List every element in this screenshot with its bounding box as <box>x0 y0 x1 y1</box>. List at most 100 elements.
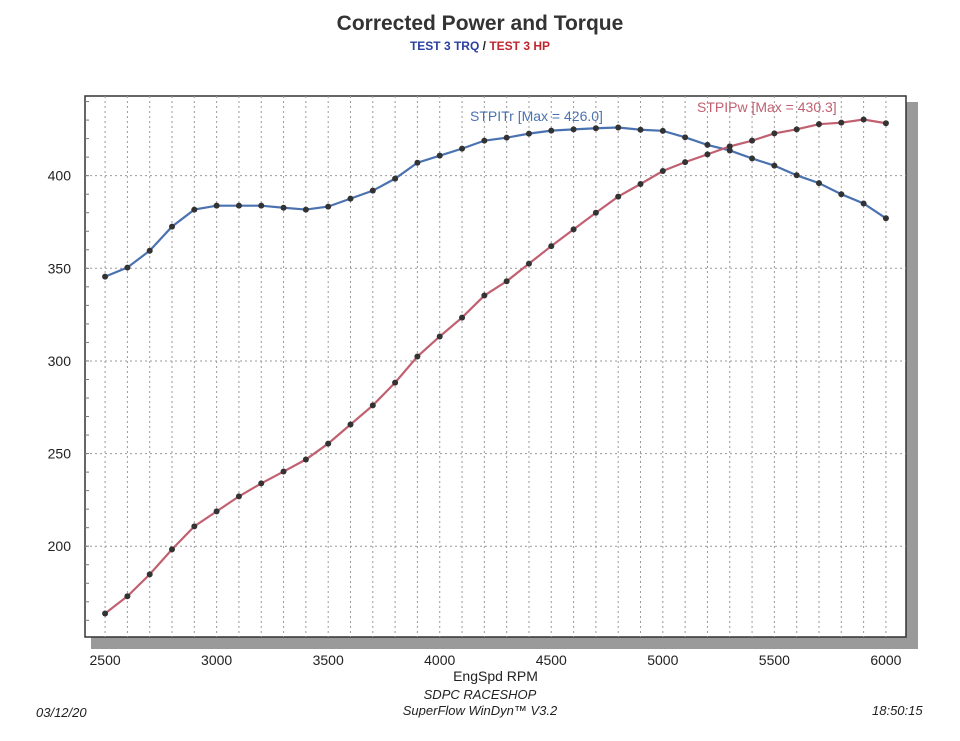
data-point-torque <box>637 126 644 133</box>
data-point-power <box>369 402 376 409</box>
data-point-torque <box>525 130 532 137</box>
data-point-power <box>570 226 577 233</box>
x-tick-label: 4500 <box>536 652 567 668</box>
data-point-power <box>258 480 265 487</box>
y-tick-label: 400 <box>48 168 72 184</box>
data-point-torque <box>749 155 756 162</box>
x-tick-label: 2500 <box>90 652 121 668</box>
data-point-power <box>771 130 778 137</box>
data-point-torque <box>347 195 354 202</box>
subtitle-torque: TEST 3 TRQ <box>409 39 480 53</box>
data-point-torque <box>659 127 666 134</box>
data-point-torque <box>793 172 800 179</box>
data-point-power <box>302 456 309 463</box>
data-point-power <box>325 440 332 447</box>
data-point-power <box>793 126 800 133</box>
data-point-power <box>436 333 443 340</box>
data-point-torque <box>124 264 131 271</box>
data-point-torque <box>548 127 555 134</box>
series-line-power <box>104 118 887 615</box>
footer-shop: SDPC RACESHOP <box>423 687 537 702</box>
data-point-torque <box>503 134 510 141</box>
data-point-torque <box>146 247 153 254</box>
data-point-power <box>280 468 287 475</box>
plot-frame <box>84 95 907 638</box>
y-tick-label: 350 <box>48 260 72 276</box>
y-tick-label: 300 <box>48 353 72 369</box>
data-point-torque <box>235 202 242 209</box>
data-point-power <box>615 193 622 200</box>
data-point-power <box>347 421 354 428</box>
data-point-torque <box>682 134 689 141</box>
subtitle-separator: / <box>482 39 486 53</box>
data-point-torque <box>704 141 711 148</box>
data-point-power <box>637 181 644 188</box>
data-point-power <box>882 120 889 127</box>
footer-time: 18:50:15 <box>872 703 923 718</box>
data-point-torque <box>213 202 220 209</box>
data-point-torque <box>860 200 867 207</box>
data-point-power <box>146 571 153 578</box>
data-point-torque <box>436 152 443 159</box>
data-point-power <box>124 593 131 600</box>
chart-title: Corrected Power and Torque <box>336 12 624 35</box>
data-point-torque <box>882 215 889 222</box>
y-tick-label: 250 <box>48 446 72 462</box>
data-point-power <box>235 493 242 500</box>
data-point-power <box>749 137 756 144</box>
data-point-torque <box>570 126 577 133</box>
data-point-power <box>815 121 822 128</box>
data-point-torque <box>481 137 488 144</box>
data-point-torque <box>615 124 622 131</box>
x-tick-label: 3000 <box>201 652 232 668</box>
x-axis-label: EngSpd RPM <box>453 668 538 684</box>
data-point-torque <box>302 206 309 213</box>
data-point-torque <box>258 202 265 209</box>
x-tick-label: 6000 <box>870 652 901 668</box>
x-tick-label: 3500 <box>313 652 344 668</box>
data-point-power <box>392 379 399 386</box>
data-point-power <box>860 116 867 123</box>
data-point-torque <box>414 159 421 166</box>
chart-subtitle: TEST 3 TRQ / TEST 3 HP <box>0 39 960 53</box>
legend-torque: STPITr [Max = 426.0] <box>470 108 603 124</box>
data-point-power <box>659 168 666 175</box>
data-point-power <box>414 353 421 360</box>
data-point-power <box>592 209 599 216</box>
data-point-power <box>102 610 109 617</box>
y-tick-label: 200 <box>48 538 72 554</box>
data-point-power <box>548 243 555 250</box>
data-point-torque <box>369 187 376 194</box>
x-tick-label: 4000 <box>424 652 455 668</box>
data-point-power <box>481 292 488 299</box>
data-point-torque <box>838 191 845 198</box>
footer-software: SuperFlow WinDyn™ V3.2 <box>402 703 558 718</box>
data-point-power <box>838 119 845 126</box>
data-point-power <box>682 159 689 166</box>
data-point-torque <box>592 125 599 132</box>
data-point-power <box>503 278 510 285</box>
data-point-torque <box>191 206 198 213</box>
legend-power: STPIPw [Max = 430.3] <box>697 99 837 115</box>
data-point-torque <box>280 204 287 211</box>
data-point-power <box>191 523 198 530</box>
data-point-power <box>169 546 176 553</box>
subtitle-power: TEST 3 HP <box>489 39 551 53</box>
data-point-torque <box>392 175 399 182</box>
data-point-power <box>459 314 466 321</box>
footer-date: 03/12/20 <box>36 705 87 720</box>
data-point-torque <box>169 223 176 230</box>
x-tick-label: 5000 <box>647 652 678 668</box>
series-line-torque <box>104 126 887 278</box>
data-point-power <box>213 508 220 515</box>
data-point-power <box>726 143 733 150</box>
data-point-power <box>525 260 532 267</box>
data-point-torque <box>815 180 822 187</box>
data-point-torque <box>771 162 778 169</box>
data-point-power <box>704 151 711 158</box>
data-point-torque <box>102 273 109 280</box>
x-tick-label: 5500 <box>759 652 790 668</box>
data-point-torque <box>325 203 332 210</box>
data-point-torque <box>459 145 466 152</box>
